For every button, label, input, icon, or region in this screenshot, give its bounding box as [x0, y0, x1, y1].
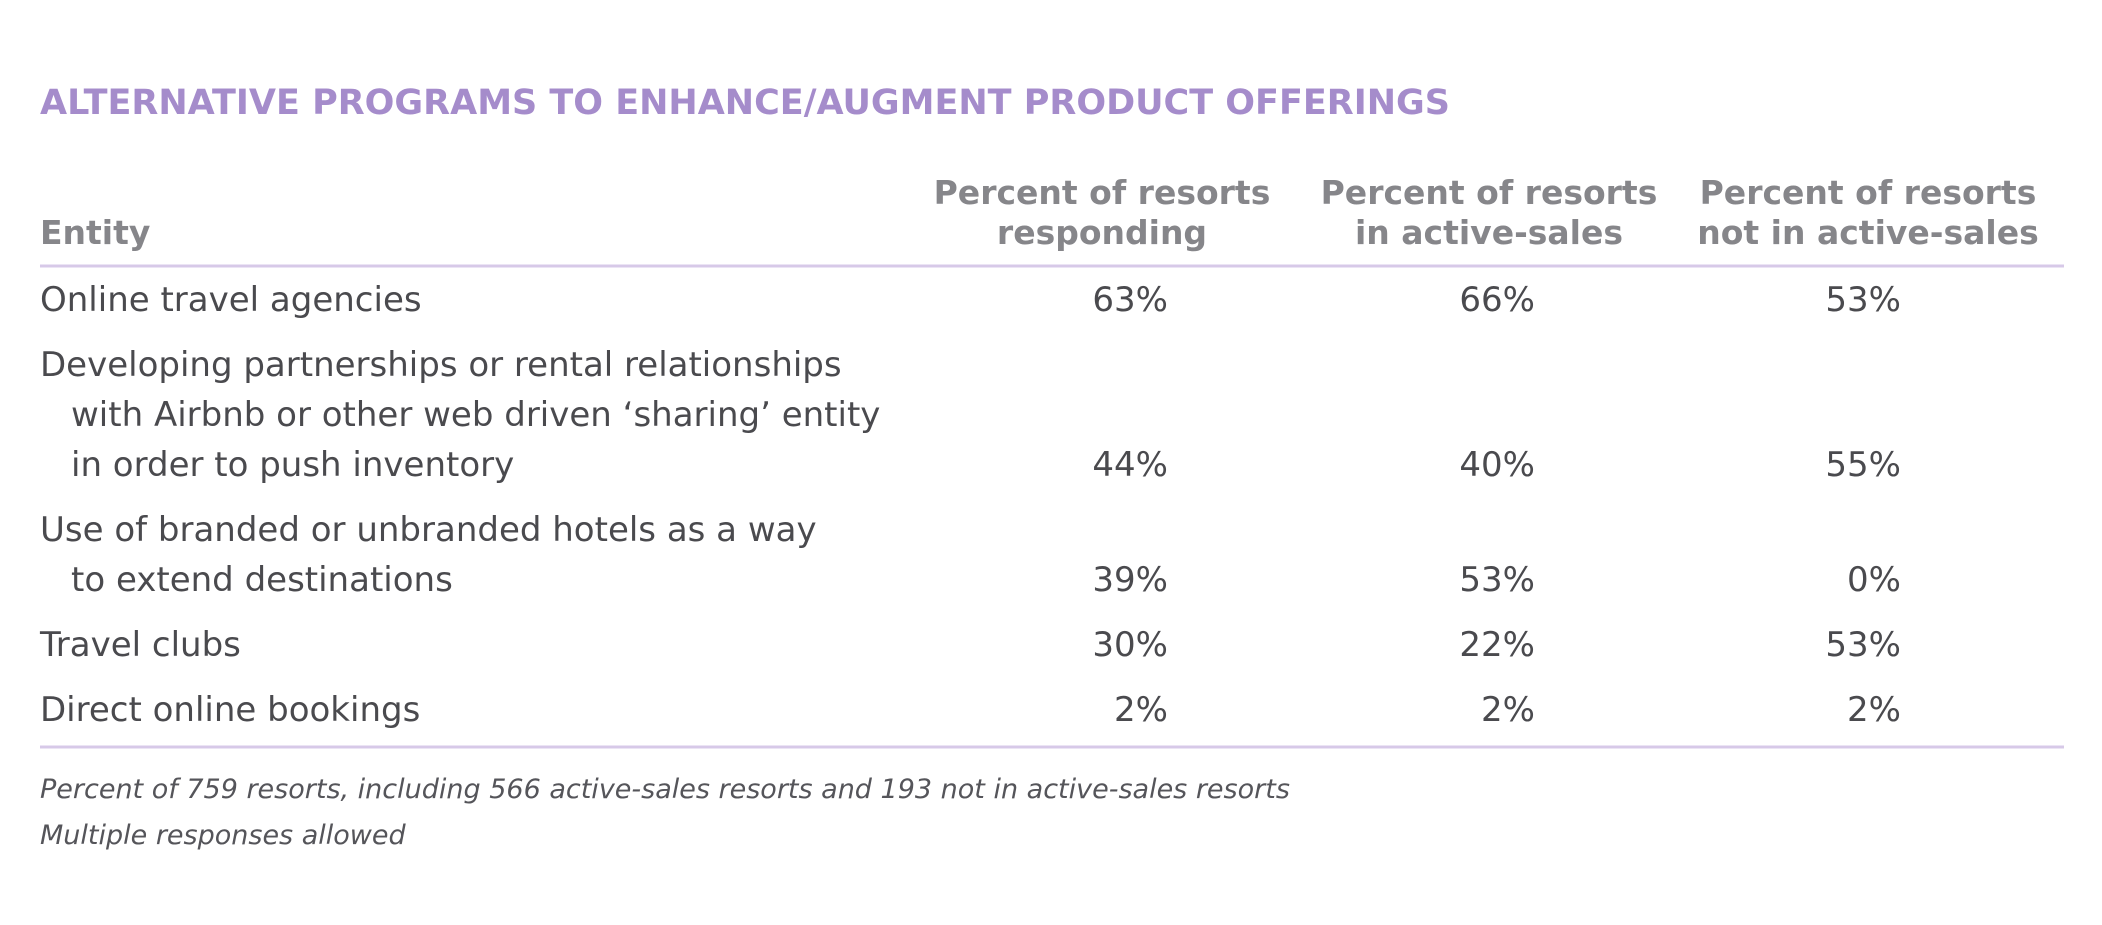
row-label: Developing partnerships or rental relati…: [40, 345, 842, 385]
cell-value: 0%: [1847, 560, 1901, 600]
footnote: Multiple responses allowed: [40, 820, 406, 851]
row-label: Online travel agencies: [40, 280, 422, 320]
cell-value: 40%: [1459, 445, 1535, 485]
row-label: Use of branded or unbranded hotels as a …: [40, 510, 817, 550]
cell-value: 2%: [1481, 690, 1535, 730]
row-label: with Airbnb or other web driven ‘sharing…: [71, 395, 880, 435]
column-header: responding: [997, 213, 1207, 252]
column-header: in active-sales: [1355, 213, 1623, 252]
cell-value: 2%: [1114, 690, 1168, 730]
cell-value: 53%: [1459, 560, 1535, 600]
cell-value: 44%: [1092, 445, 1168, 485]
column-header: Percent of resorts: [1700, 173, 2037, 212]
footnote: Percent of 759 resorts, including 566 ac…: [40, 774, 1290, 805]
cell-value: 63%: [1092, 280, 1168, 320]
cell-value: 30%: [1092, 625, 1168, 665]
cell-value: 2%: [1847, 690, 1901, 730]
column-header: Entity: [40, 213, 150, 252]
cell-value: 53%: [1825, 625, 1901, 665]
column-header: Percent of resorts: [934, 173, 1271, 212]
cell-value: 22%: [1459, 625, 1535, 665]
title: ALTERNATIVE PROGRAMS TO ENHANCE/AUGMENT …: [40, 83, 1450, 123]
column-header: not in active-sales: [1697, 213, 2038, 252]
column-header: Percent of resorts: [1321, 173, 1658, 212]
row-label: Direct online bookings: [40, 690, 420, 730]
cell-value: 66%: [1459, 280, 1535, 320]
row-label: Travel clubs: [39, 625, 241, 665]
cell-value: 53%: [1825, 280, 1901, 320]
row-label: to extend destinations: [71, 560, 453, 600]
cell-value: 39%: [1092, 560, 1168, 600]
row-label: in order to push inventory: [71, 445, 514, 485]
cell-value: 55%: [1825, 445, 1901, 485]
